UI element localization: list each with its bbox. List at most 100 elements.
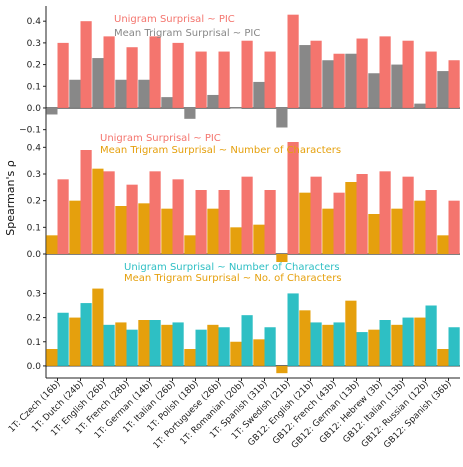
panel-1-bar — [172, 42, 184, 108]
panel-2-bar — [115, 206, 127, 254]
panel-1-bar — [218, 51, 230, 108]
panel-2-bar — [241, 176, 253, 254]
panel-3-ytick-label: 0.1 — [27, 338, 41, 348]
panel-3-bar — [333, 322, 345, 366]
panel-1-bar — [103, 36, 115, 108]
panel-3-ytick-label: 0.0 — [27, 362, 42, 372]
panel-3-bar — [184, 349, 196, 366]
panel-1-bar — [448, 60, 460, 108]
panel-2-bar — [161, 208, 173, 254]
panel-2-bar — [414, 200, 426, 254]
panel-3-bar — [322, 324, 334, 366]
panel-3-legend-entry: Mean Trigram Surprisal ~ No. of Characte… — [124, 273, 342, 284]
panel-1-bar — [241, 40, 253, 108]
panel-1-bar — [345, 53, 357, 108]
panel-3-bar — [149, 320, 161, 366]
panel-2-bar — [149, 171, 161, 254]
panel-1-bar — [425, 51, 437, 108]
panel-2-bar — [207, 208, 219, 254]
panel-1-bar — [414, 103, 426, 108]
panel-1-bar — [402, 40, 414, 108]
panel-2-bar — [103, 171, 115, 254]
panel-2-bar — [80, 150, 92, 254]
panel-3-bar — [92, 288, 104, 366]
panel-3-bar — [207, 324, 219, 366]
panel-1-bar — [46, 107, 58, 115]
panel-1-ytick-label: 0.1 — [27, 82, 41, 92]
panel-3-bar — [69, 317, 81, 366]
panel-2-bar — [172, 179, 184, 254]
panel-1-bar — [207, 94, 219, 108]
y-axis-label: Spearman's ρ — [4, 160, 17, 235]
panel-2-bar — [138, 203, 150, 254]
panel-3-bar — [402, 317, 414, 366]
panel-1-ytick-label: −0.1 — [19, 126, 41, 136]
panel-3-bar — [299, 310, 311, 366]
panel-3-bar — [448, 327, 460, 366]
panel-1-bar — [57, 42, 69, 108]
panel-1-bar — [264, 51, 276, 108]
panel-3-bar — [425, 305, 437, 366]
panel-2-ytick-label: 0.2 — [27, 197, 41, 207]
panel-1-bar — [149, 36, 161, 108]
panel-2-bar — [322, 208, 334, 254]
panel-3-bar — [138, 320, 150, 366]
panel-1-bar — [195, 51, 207, 108]
panel-1-bar — [333, 53, 345, 108]
panel-1-bar — [310, 40, 322, 108]
panel-2-bar — [218, 190, 230, 254]
panel-3-bar — [172, 322, 184, 366]
panel-3-legend-entry: Unigram Surprisal ~ Number of Characters — [124, 262, 340, 273]
panel-1-bar — [379, 36, 391, 108]
panel-2-bar — [448, 200, 460, 254]
panel-2-bar — [402, 176, 414, 254]
panel-3-bar — [80, 303, 92, 366]
panel-1-legend-entry: Mean Trigram Surprisal ~ PIC — [114, 28, 260, 39]
panel-2-bar — [184, 235, 196, 254]
panel-2-bar — [391, 208, 403, 254]
plot-root: −0.1 0.0 0.1 0.2 0.3 0.4 Unigram Surprisal ~ P… — [7, 6, 460, 451]
panel-1-ytick-label: 0.2 — [27, 61, 41, 71]
panel-1-bar — [299, 45, 311, 108]
panel-2-bar — [126, 184, 138, 254]
panel-3-bar — [161, 324, 173, 366]
panel-1-bar — [253, 81, 265, 108]
panel-2-bar — [437, 235, 449, 254]
panel-3-bar — [287, 293, 299, 366]
panel-2-legend-entry: Mean Trigram Surprisal ~ Number of Chara… — [100, 145, 341, 156]
panel-2-bar — [46, 235, 58, 254]
panel-3-bar — [356, 332, 368, 366]
panel-2-bar — [92, 168, 104, 254]
panel-1-bar — [80, 21, 92, 108]
panel-2-bar — [276, 254, 288, 262]
panel-2-ytick-label: 0.0 — [27, 250, 42, 260]
panel-1-bar — [391, 64, 403, 108]
panel-1-bar — [368, 73, 380, 108]
panel-2-bar — [379, 171, 391, 254]
panel-3-ytick-label: 0.3 — [27, 289, 41, 299]
panel-2-bar — [195, 190, 207, 254]
panel-1-legend-entry: Unigram Surprisal ~ PIC — [114, 14, 235, 25]
panel-2-bar — [310, 176, 322, 254]
panel-2-bar — [299, 192, 311, 254]
panel-1-ytick-label: 0.4 — [27, 17, 42, 27]
panel-3-bar — [276, 365, 288, 374]
panel-3-bar — [126, 329, 138, 366]
panel-1-ytick-label: 0.0 — [27, 104, 42, 114]
panel-3-bar — [264, 327, 276, 366]
panel-2-bar — [264, 190, 276, 254]
panel-3-bar — [57, 312, 69, 366]
panel-3-bar — [230, 341, 242, 366]
panel-3-bar — [310, 322, 322, 366]
panel-1-bar — [230, 107, 242, 109]
panel-1-bar — [69, 79, 81, 108]
panel-2-bar — [368, 214, 380, 254]
panel-1-bar — [138, 79, 150, 108]
panel-3-ytick-label: 0.2 — [27, 314, 41, 324]
panel-1-bar — [287, 14, 299, 108]
panel-3-bar — [368, 329, 380, 366]
panel-2-ytick-label: 0.4 — [27, 143, 42, 153]
panel-2-bar — [253, 224, 265, 254]
panel-3-bar — [253, 339, 265, 366]
